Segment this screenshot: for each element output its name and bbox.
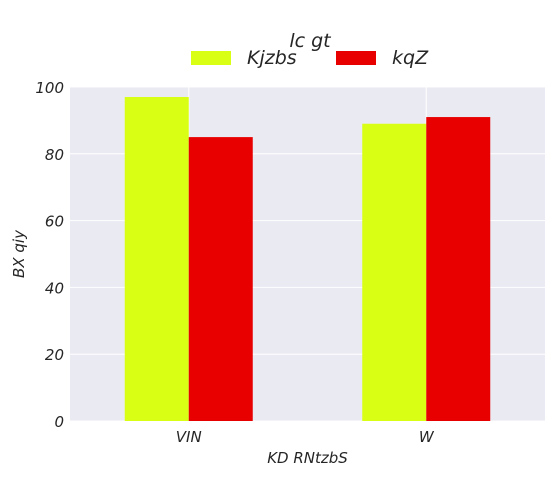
x-tick-label-w: W [419,428,435,446]
legend-label-kqz: kqZ [392,47,429,69]
y-axis-label: BX qiy [10,229,28,278]
y-tick-label-60: 60 [45,213,64,231]
bar-kjzbs-vin [124,97,189,422]
y-tick-label-80: 80 [45,146,64,164]
x-tick-label-vin: VIN [176,428,202,446]
legend-label-kjzbs: Kjzbs [247,47,297,69]
y-tick-label-20: 20 [45,346,64,364]
bar-kqz-w [426,117,491,421]
bars [124,97,491,422]
bar-kjzbs-w [362,123,427,422]
x-tick-labels: VIN W [176,428,435,446]
y-tick-label-0: 0 [54,413,64,431]
legend-title: lc gt [289,30,332,52]
y-tick-label-40: 40 [45,279,64,297]
x-axis-label: KD RNtzbS [267,449,348,467]
y-tick-label-100: 100 [35,79,64,97]
legend-swatch-kqz [336,51,376,65]
legend-swatch-kjzbs [191,51,231,65]
legend: lc gt Kjzbs kqZ [191,30,429,69]
y-tick-labels: 0 20 40 60 80 100 [35,79,64,431]
bar-kqz-vin [188,137,253,421]
